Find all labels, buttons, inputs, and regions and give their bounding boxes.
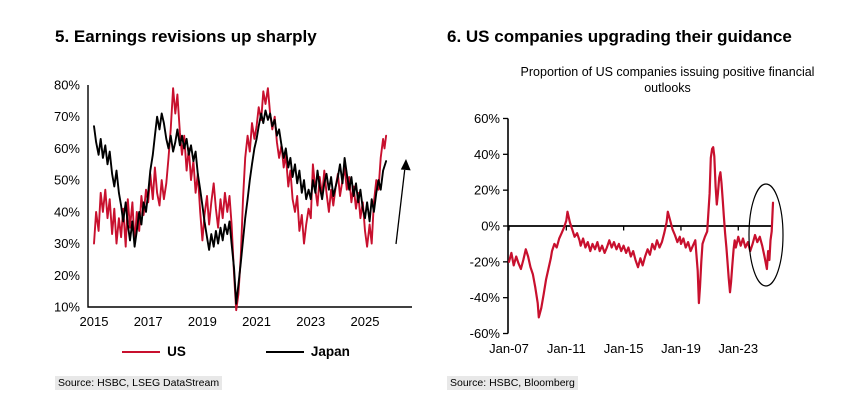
left-chart-legend: US Japan — [40, 344, 432, 359]
svg-text:50%: 50% — [54, 173, 80, 188]
svg-text:Jan-15: Jan-15 — [604, 341, 644, 356]
svg-text:40%: 40% — [54, 204, 80, 219]
svg-text:20%: 20% — [474, 183, 500, 198]
japan-line-swatch — [265, 350, 304, 353]
svg-text:2017: 2017 — [134, 314, 163, 329]
svg-text:2019: 2019 — [188, 314, 217, 329]
svg-text:2015: 2015 — [80, 314, 109, 329]
svg-text:Jan-07: Jan-07 — [489, 341, 529, 356]
svg-text:60%: 60% — [474, 111, 500, 126]
right-chart-subtitle: Proportion of US companies issuing posit… — [520, 65, 815, 95]
svg-text:Jan-23: Jan-23 — [718, 341, 758, 356]
svg-text:20%: 20% — [54, 268, 80, 283]
svg-text:10%: 10% — [54, 300, 80, 315]
legend-label-us: US — [167, 344, 186, 359]
earnings-revisions-chart: 80% 70% 60% 50% 40% 30% 20% 10%2015 2017 2019 2021… — [54, 78, 412, 329]
legend-item-japan: Japan — [265, 344, 350, 359]
svg-text:60%: 60% — [54, 141, 80, 156]
right-chart-title: 6. US companies upgrading their guidance — [447, 27, 792, 46]
guidance-chart: 60% 40% 20% 0% -20% -40% -60%Jan-07 Jan-11 Jan-1… — [470, 111, 784, 356]
us-line-swatch — [122, 350, 161, 353]
svg-text:2023: 2023 — [296, 314, 325, 329]
svg-text:2025: 2025 — [351, 314, 380, 329]
svg-text:-60%: -60% — [470, 326, 501, 341]
svg-text:Jan-11: Jan-11 — [547, 341, 586, 356]
svg-text:0%: 0% — [481, 219, 500, 234]
svg-text:30%: 30% — [54, 236, 80, 251]
svg-text:80%: 80% — [54, 78, 80, 93]
legend-label-japan: Japan — [310, 344, 350, 359]
svg-text:70%: 70% — [54, 109, 80, 124]
left-chart-title: 5. Earnings revisions up sharply — [55, 27, 317, 46]
svg-text:-40%: -40% — [470, 290, 501, 305]
svg-text:-20%: -20% — [470, 254, 501, 269]
left-chart-source: Source: HSBC, LSEG DataStream — [55, 376, 223, 390]
right-chart-source: Source: HSBC, Bloomberg — [447, 376, 578, 390]
svg-text:2021: 2021 — [242, 314, 271, 329]
svg-text:40%: 40% — [474, 147, 500, 162]
svg-text:Jan-19: Jan-19 — [661, 341, 701, 356]
legend-item-us: US — [122, 344, 186, 359]
